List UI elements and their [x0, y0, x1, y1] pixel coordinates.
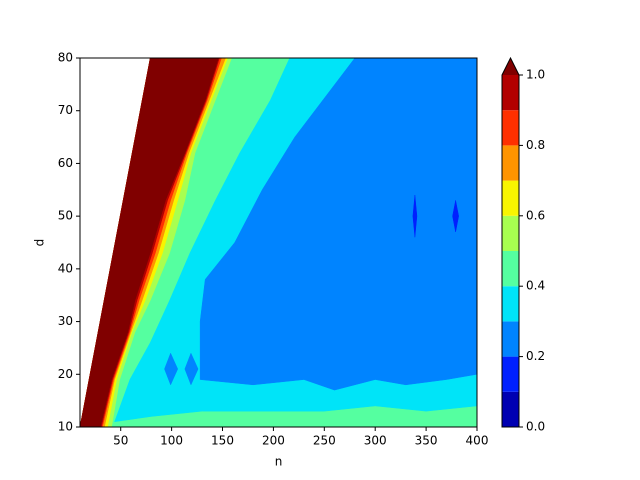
x-tick-label: 100: [160, 434, 183, 448]
y-tick-label: 80: [58, 51, 73, 65]
x-tick-label: 200: [262, 434, 285, 448]
colorbar-band: [502, 251, 519, 287]
contour-region: [412, 195, 418, 238]
y-tick-label: 20: [58, 367, 73, 381]
colorbar-band: [502, 356, 519, 392]
colorbar-band: [502, 180, 519, 216]
contour-region: [164, 352, 178, 386]
colorbar-band: [502, 75, 519, 111]
y-tick-label: 40: [58, 261, 73, 275]
y-axis-label: d: [33, 239, 47, 247]
x-tick-label: 150: [211, 434, 234, 448]
colorbar-tick-label: 0.0: [526, 420, 545, 434]
colorbar-band: [502, 391, 519, 427]
plot-frame: [79, 57, 478, 428]
y-tick-label: 70: [58, 103, 73, 117]
contour-region: [80, 58, 219, 427]
contour-region: [199, 58, 477, 391]
colorbar-tick-label: 0.6: [526, 208, 545, 222]
y-tick-label: 50: [58, 209, 73, 223]
x-axis-label: n: [275, 455, 283, 469]
colorbar-tick-label: 0.4: [526, 279, 545, 293]
y-tick-label: 10: [58, 420, 73, 434]
colorbar-band: [502, 286, 519, 322]
x-tick-label: 350: [415, 434, 438, 448]
colorbar-tick-label: 0.8: [526, 138, 545, 152]
x-tick-label: 300: [364, 434, 387, 448]
x-tick-label: 250: [313, 434, 336, 448]
y-tick-label: 60: [58, 156, 73, 170]
x-tick-label: 50: [113, 434, 128, 448]
colorbar-extend: [502, 58, 519, 75]
y-tick-label: 30: [58, 314, 73, 328]
contour-regions: [80, 58, 477, 427]
colorbar-frame: [501, 56, 520, 428]
contour-region: [184, 352, 199, 386]
colorbar-band: [502, 215, 519, 251]
colorbar-tick-label: 1.0: [526, 68, 545, 82]
colorbar-band: [502, 110, 519, 146]
colorbar-band: [502, 321, 519, 357]
x-tick-label: 400: [466, 434, 489, 448]
colorbar-tick-label: 0.2: [526, 349, 545, 363]
colorbar-band: [502, 145, 519, 181]
contour-region: [452, 200, 459, 233]
